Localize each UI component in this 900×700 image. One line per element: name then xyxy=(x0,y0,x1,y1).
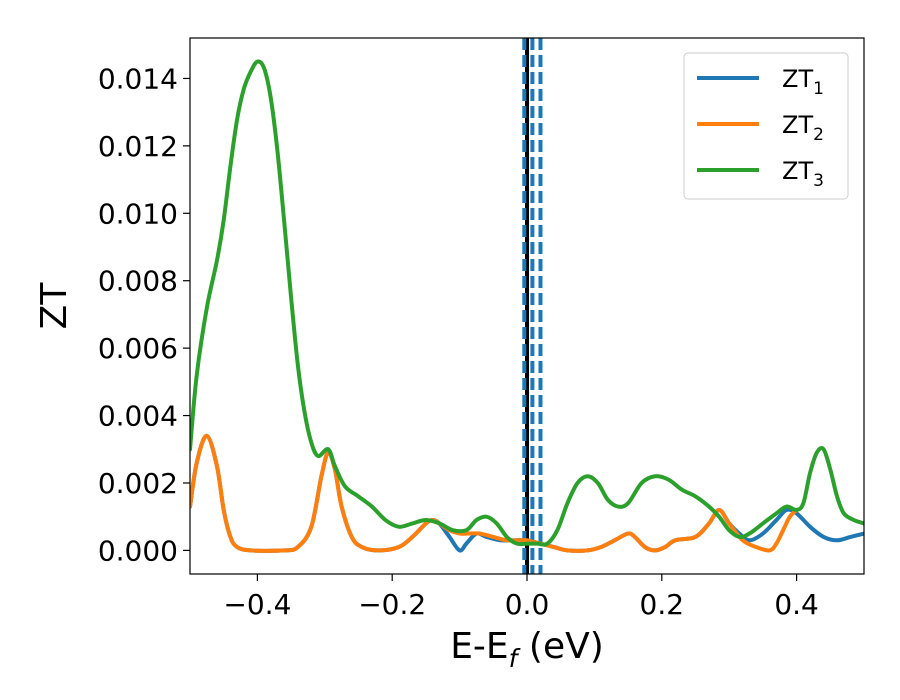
series-line-zt2 xyxy=(190,433,799,553)
x-axis-title: E-Ef (eV) xyxy=(450,626,604,673)
y-tick-label: 0.004 xyxy=(98,400,178,433)
y-tick-label: 0.008 xyxy=(98,265,178,298)
series-lines xyxy=(190,59,864,553)
y-tick-label: 0.002 xyxy=(98,467,178,500)
legend: ZT1 ZT2 ZT3 xyxy=(683,52,849,200)
legend-label-zt2: ZT2 xyxy=(782,111,824,145)
y-tick-label: 0.014 xyxy=(98,62,178,95)
y-tick-label: 0.010 xyxy=(98,197,178,230)
x-axis: −0.4 −0.2 0.0 0.2 0.4 xyxy=(223,574,819,621)
x-tick-label: 0.2 xyxy=(640,588,685,621)
legend-box xyxy=(683,52,849,200)
y-tick-label: 0.012 xyxy=(98,130,178,163)
y-axis-title: ZT xyxy=(34,282,75,330)
y-tick-label: 0.000 xyxy=(98,534,178,567)
y-axis: 0.000 0.002 0.004 0.006 0.008 0.010 0.012 0.014 xyxy=(98,62,190,567)
x-tick-label: 0.0 xyxy=(505,588,550,621)
x-tick-label: −0.2 xyxy=(358,588,426,621)
legend-label-zt3: ZT3 xyxy=(782,157,824,191)
x-tick-label: −0.4 xyxy=(223,588,291,621)
legend-label-zt1: ZT1 xyxy=(782,65,824,99)
reference-lines xyxy=(522,38,543,574)
x-tick-label: 0.4 xyxy=(774,588,819,621)
y-tick-label: 0.006 xyxy=(98,332,178,365)
series-line-zt3 xyxy=(190,59,864,547)
